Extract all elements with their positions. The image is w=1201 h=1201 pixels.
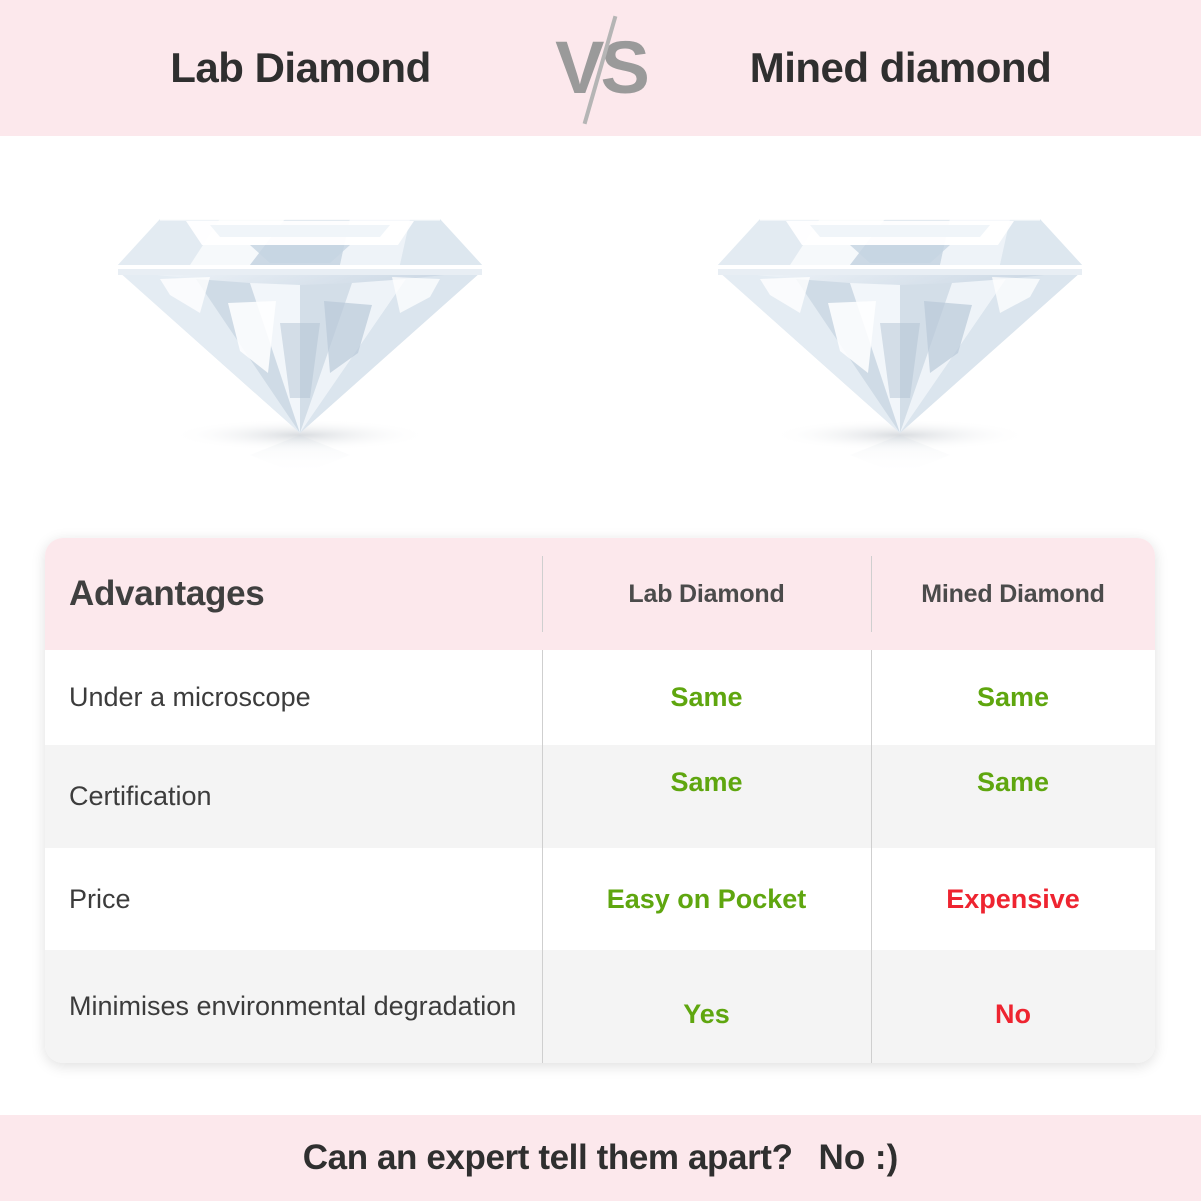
row-mined-value: Expensive: [946, 883, 1080, 914]
mined-diamond-title: Mined diamond: [749, 44, 1052, 91]
header-band: Lab Diamond VS Mined diamond: [0, 0, 1201, 136]
diamond-gallery: [0, 136, 1201, 530]
footer-question: Can an expert tell them apart?: [302, 1138, 793, 1177]
row-lab-value-cell: Same: [542, 745, 871, 848]
header-titles-row: Lab Diamond VS Mined diamond: [0, 8, 1201, 128]
table-row: Certification Same Same: [45, 745, 1155, 848]
column-divider-1: [542, 745, 543, 848]
row-label-cell: Under a microscope: [45, 650, 542, 745]
column-divider-2: [871, 556, 872, 632]
row-lab-value: Yes: [683, 999, 730, 1029]
row-lab-value: Same: [670, 682, 743, 712]
row-lab-value: Same: [670, 767, 743, 797]
vs-badge: VS: [536, 8, 666, 128]
row-mined-value-cell: Same: [871, 745, 1155, 848]
row-mined-value-cell: No: [871, 950, 1155, 1063]
header-cell-lab-diamond: Lab Diamond: [542, 538, 871, 650]
row-mined-value-cell: Expensive: [871, 848, 1155, 950]
row-lab-value: Easy on Pocket: [606, 883, 807, 914]
row-label: Price: [69, 883, 131, 914]
lab-diamond-title: Lab Diamond: [170, 44, 431, 91]
column-divider-1: [542, 650, 543, 745]
header-label-lab-diamond: Lab Diamond: [628, 579, 785, 608]
lab-diamond-photo: [118, 217, 482, 475]
row-label: Minimises environmental degradation: [69, 991, 517, 1022]
column-divider-1: [542, 950, 543, 1063]
row-label-cell: Price: [45, 848, 542, 950]
header-cell-advantages: Advantages: [45, 538, 542, 650]
table-row: Minimises environmental degradation Yes …: [45, 950, 1155, 1063]
header-label-mined-diamond: Mined Diamond: [921, 579, 1105, 608]
row-lab-value-cell: Yes: [542, 950, 871, 1063]
row-mined-value: Same: [976, 767, 1050, 797]
footer-band: Can an expert tell them apart? No :): [0, 1115, 1201, 1201]
table-row: Price Easy on Pocket Expensive: [45, 848, 1155, 950]
column-divider-2: [871, 650, 872, 745]
column-divider-2: [871, 950, 872, 1063]
row-label-cell: Certification: [45, 745, 542, 848]
column-divider-1: [542, 848, 543, 950]
row-mined-value: Same: [976, 682, 1050, 712]
row-label: Certification: [69, 781, 212, 812]
row-mined-value-cell: Same: [871, 650, 1155, 745]
mined-diamond-photo: [718, 217, 1082, 475]
column-divider-2: [871, 848, 872, 950]
row-label-cell: Minimises environmental degradation: [45, 950, 542, 1063]
mined-diamond-image-cell: [600, 136, 1200, 530]
row-label: Under a microscope: [69, 682, 311, 713]
row-lab-value-cell: Same: [542, 650, 871, 745]
table-header-row: Advantages Lab Diamond Mined Diamond: [45, 538, 1155, 650]
lab-diamond-image-cell: [0, 136, 600, 530]
footer-answer: No :): [818, 1138, 899, 1177]
table-row: Under a microscope Same Same: [45, 650, 1155, 745]
row-mined-value: No: [995, 999, 1031, 1029]
header-cell-mined-diamond: Mined Diamond: [871, 538, 1155, 650]
column-divider-1: [542, 556, 543, 632]
header-label-advantages: Advantages: [69, 574, 265, 613]
comparison-table: Advantages Lab Diamond Mined Diamond Und…: [45, 538, 1155, 1063]
row-lab-value-cell: Easy on Pocket: [542, 848, 871, 950]
column-divider-2: [871, 745, 872, 848]
